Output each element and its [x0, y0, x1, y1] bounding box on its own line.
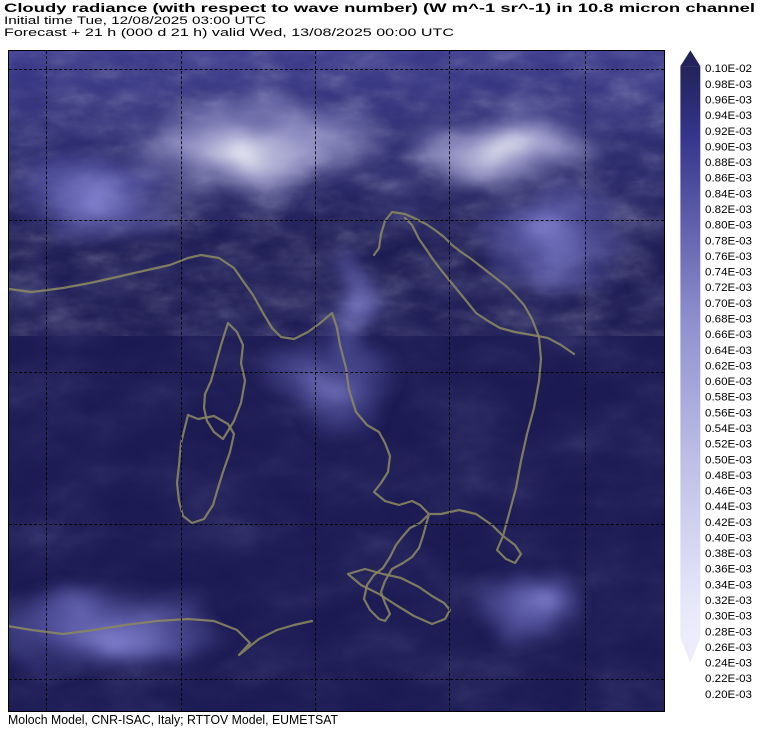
svg-text:0.68E-03: 0.68E-03: [705, 314, 752, 326]
svg-text:0.82E-03: 0.82E-03: [705, 204, 752, 216]
svg-text:0.60E-03: 0.60E-03: [705, 376, 752, 388]
svg-text:0.72E-03: 0.72E-03: [705, 282, 752, 294]
svg-text:0.24E-03: 0.24E-03: [705, 658, 752, 670]
svg-text:0.38E-03: 0.38E-03: [705, 548, 752, 560]
svg-text:0.52E-03: 0.52E-03: [705, 439, 752, 451]
svg-text:0.92E-03: 0.92E-03: [705, 126, 752, 138]
svg-text:0.46E-03: 0.46E-03: [705, 486, 752, 498]
svg-text:0.26E-03: 0.26E-03: [705, 642, 752, 654]
svg-text:0.42E-03: 0.42E-03: [705, 517, 752, 529]
svg-text:0.80E-03: 0.80E-03: [705, 220, 752, 232]
svg-text:0.96E-03: 0.96E-03: [705, 95, 752, 107]
svg-text:0.48E-03: 0.48E-03: [705, 470, 752, 482]
svg-text:0.50E-03: 0.50E-03: [705, 454, 752, 466]
svg-text:0.94E-03: 0.94E-03: [705, 110, 752, 122]
svg-text:0.74E-03: 0.74E-03: [705, 267, 752, 279]
svg-text:0.84E-03: 0.84E-03: [705, 188, 752, 200]
svg-text:0.56E-03: 0.56E-03: [705, 407, 752, 419]
svg-text:Forecast + 21 h (000 d 21 h): Forecast + 21 h (000 d 21 h) valid Wed, …: [4, 27, 454, 39]
svg-text:0.86E-03: 0.86E-03: [705, 173, 752, 185]
svg-text:0.98E-03: 0.98E-03: [705, 79, 752, 91]
svg-text:0.90E-03: 0.90E-03: [705, 141, 752, 153]
svg-text:0.40E-03: 0.40E-03: [705, 533, 752, 545]
svg-text:0.22E-03: 0.22E-03: [705, 673, 752, 685]
svg-text:0.64E-03: 0.64E-03: [705, 345, 752, 357]
svg-text:0.32E-03: 0.32E-03: [705, 595, 752, 607]
svg-text:0.28E-03: 0.28E-03: [705, 626, 752, 638]
svg-text:0.58E-03: 0.58E-03: [705, 392, 752, 404]
svg-text:0.30E-03: 0.30E-03: [705, 611, 752, 623]
svg-text:Cloudy radiance (with respect: Cloudy radiance (with respect to wave nu…: [4, 1, 755, 15]
svg-text:0.20E-03: 0.20E-03: [705, 689, 752, 701]
svg-text:0.70E-03: 0.70E-03: [705, 298, 752, 310]
svg-text:0.34E-03: 0.34E-03: [705, 579, 752, 591]
svg-text:Moloch Model, CNR-ISAC, Italy;: Moloch Model, CNR-ISAC, Italy; RTTOV Mod…: [8, 712, 338, 727]
svg-text:0.78E-03: 0.78E-03: [705, 235, 752, 247]
svg-text:0.66E-03: 0.66E-03: [705, 329, 752, 341]
svg-text:0.76E-03: 0.76E-03: [705, 251, 752, 263]
svg-text:0.10E-02: 0.10E-02: [705, 63, 752, 75]
svg-text:0.36E-03: 0.36E-03: [705, 564, 752, 576]
svg-text:0.44E-03: 0.44E-03: [705, 501, 752, 513]
svg-text:0.88E-03: 0.88E-03: [705, 157, 752, 169]
svg-text:0.54E-03: 0.54E-03: [705, 423, 752, 435]
svg-text:Initial time Tue, 12/08/2025: Initial time Tue, 12/08/2025 03:00 UTC: [4, 15, 266, 27]
svg-text:0.62E-03: 0.62E-03: [705, 360, 752, 372]
